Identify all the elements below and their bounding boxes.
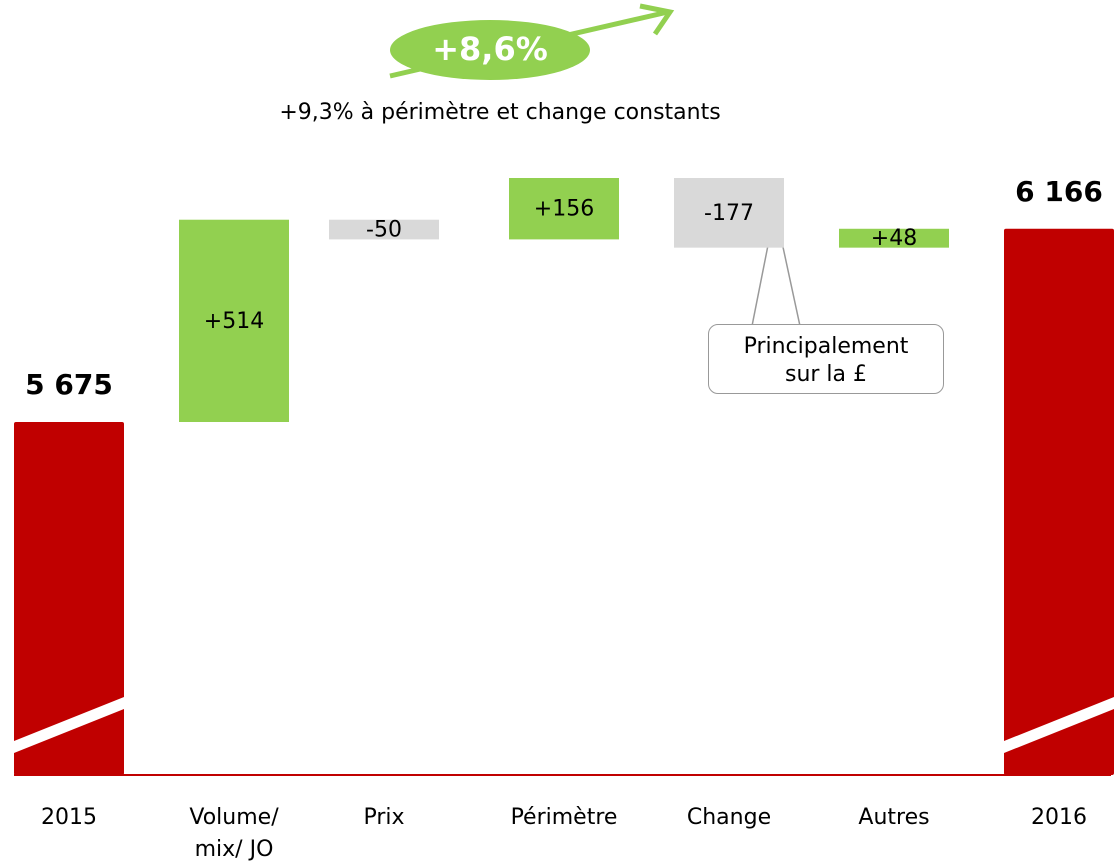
total-label: 5 675 [25, 368, 113, 401]
subtitle: +9,3% à périmètre et change constants [279, 100, 721, 125]
axis-break [1004, 697, 1114, 753]
total-bar [14, 422, 124, 775]
delta-bar [509, 178, 619, 240]
total-label: 6 166 [1015, 175, 1103, 208]
delta-bar [674, 178, 784, 248]
callout: Principalement sur la £ [708, 324, 944, 394]
delta-bar [329, 219, 439, 240]
x-tick-label: 2015 [41, 805, 97, 830]
x-tick-label: 2016 [1031, 805, 1087, 830]
x-tick-label: Volume/ mix/ JO [189, 805, 279, 862]
delta-bar [839, 228, 949, 248]
delta-label: -50 [366, 218, 402, 243]
growth-arrowhead [639, 3, 675, 36]
growth-label: +8,6% [432, 30, 548, 68]
marks: 5 675 +514 -50 +156 -177 +48 6 166 [14, 175, 1114, 775]
axis-break [14, 697, 124, 753]
x-tick-label: Périmètre [510, 805, 618, 830]
x-tick-label: Prix [363, 805, 405, 830]
delta-label: +514 [204, 309, 264, 334]
x-tick-label: Change [686, 805, 772, 830]
x-tick-label: Autres [858, 805, 930, 830]
growth-badge [390, 20, 590, 80]
delta-label: +156 [534, 197, 594, 222]
delta-label: +48 [871, 226, 917, 251]
delta-label: -177 [704, 201, 754, 226]
delta-bar [179, 219, 289, 422]
total-bar [1004, 228, 1114, 775]
